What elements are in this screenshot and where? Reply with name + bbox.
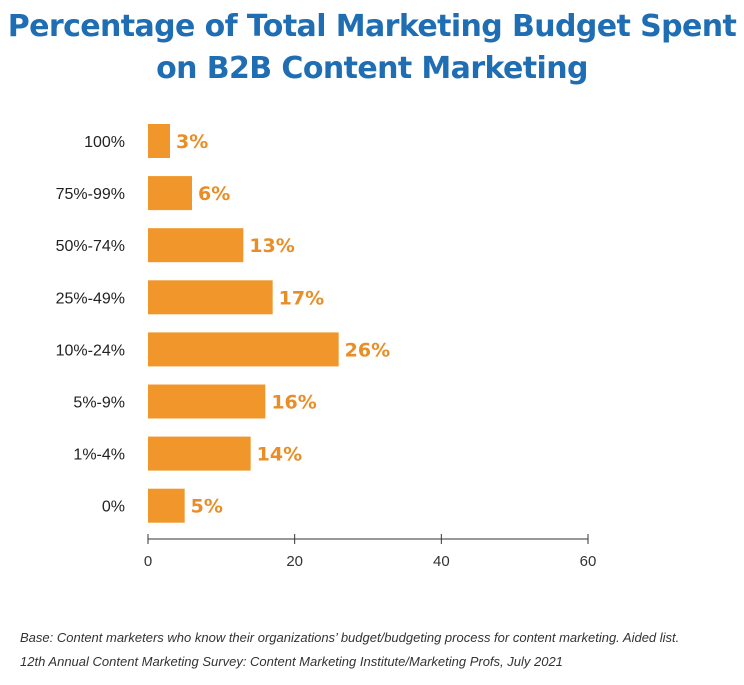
bar-75pct-99- (148, 176, 192, 211)
value-label-1pct-4-: 14% (257, 444, 302, 466)
bar-25pct-49- (148, 280, 273, 315)
bars-layer (148, 124, 339, 523)
x-axis: 0 20 40 60 (144, 534, 597, 570)
x-tick-label-60: 60 (580, 553, 597, 570)
x-tick-label-20: 20 (286, 553, 303, 570)
category-label-1pct-4-: 1%-4% (73, 447, 125, 464)
value-labels-layer: 3% 6% 13% 17% 26% 16% 14% 5% (176, 131, 390, 518)
category-label-50pct-74-: 50%-74% (56, 238, 125, 255)
x-tick-label-0: 0 (144, 553, 152, 570)
category-label-25pct-49-: 25%-49% (56, 290, 125, 307)
category-labels-layer: 100% 75%-99% 50%-74% 25%-49% 10%-24% 5%-9% 1%-… (56, 134, 125, 516)
bar-50pct-74- (148, 228, 244, 263)
category-label-100pct: 100% (84, 134, 125, 151)
value-label-100pct: 3% (176, 131, 208, 153)
value-label-10pct-24-: 26% (345, 339, 390, 361)
value-label-5pct-9-: 16% (271, 392, 316, 414)
category-label-75pct-99-: 75%-99% (56, 186, 125, 203)
bar-10pct-24- (148, 332, 339, 367)
category-label-0pct: 0% (102, 499, 125, 516)
chart-title: Percentage of Total Marketing Budget Spe… (0, 6, 744, 90)
bar-1pct-4- (148, 436, 251, 471)
footnote-base: Base: Content marketers who know their o… (20, 630, 680, 645)
value-label-0pct: 5% (191, 496, 223, 518)
chart-title-line-1: Percentage of Total Marketing Budget Spe… (7, 9, 737, 44)
value-label-75pct-99-: 6% (198, 183, 230, 205)
value-label-50pct-74-: 13% (249, 235, 294, 257)
x-tick-label-40: 40 (433, 553, 450, 570)
bar-5pct-9- (148, 384, 266, 419)
bar-chart: 100% 75%-99% 50%-74% 25%-49% 10%-24% 5%-9% 1%-… (56, 124, 597, 570)
bar-100pct (148, 124, 170, 158)
category-label-10pct-24-: 10%-24% (56, 342, 125, 359)
value-label-25pct-49-: 17% (279, 287, 324, 309)
category-label-5pct-9-: 5%-9% (73, 395, 125, 412)
bar-0pct (148, 488, 185, 523)
chart-title-line-2: on B2B Content Marketing (156, 51, 588, 86)
footnote-source: 12th Annual Content Marketing Survey: Co… (20, 654, 563, 669)
